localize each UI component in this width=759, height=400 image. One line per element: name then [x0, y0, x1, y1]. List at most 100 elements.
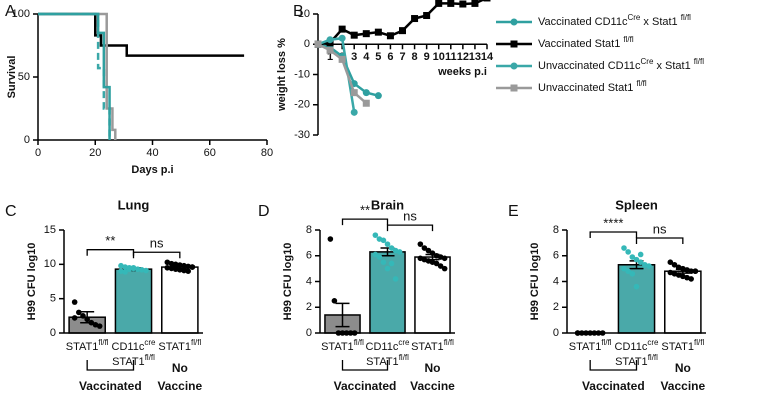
text-part: Unvaccinated Stat1: [538, 82, 636, 94]
text-part: Vaccinated Stat1: [538, 38, 623, 50]
data-point: [331, 298, 338, 304]
x-tick-label: STAT1fl/fl: [321, 338, 364, 353]
survival-line: [38, 12, 245, 57]
text-part: x Stat1: [653, 60, 693, 72]
legend-label: Vaccinated Stat1 fl/fl: [538, 35, 634, 50]
data-point: [181, 262, 187, 269]
x-tick-label: STAT1fl/fl: [411, 338, 454, 353]
text-part: STAT1: [158, 341, 191, 353]
superscript: fl/fl: [636, 79, 646, 88]
data-point: [122, 269, 128, 275]
y-tick-label: 0: [306, 327, 312, 339]
marker: [350, 108, 358, 116]
x-axis-label: weeks p.i: [437, 66, 487, 78]
y-tick-label: 4: [553, 275, 559, 287]
significance-label: ns: [653, 221, 667, 236]
data-point: [380, 237, 387, 244]
x-tick-label: STAT1fl/fl: [112, 353, 155, 368]
data-point: [417, 241, 424, 247]
data-point: [388, 260, 395, 267]
group-label: Vaccinated: [582, 379, 645, 393]
data-point: [625, 249, 631, 255]
chart-title: Spleen: [615, 197, 658, 212]
x-tick-label: 10: [433, 51, 445, 63]
text-part: STAT1: [66, 341, 99, 353]
superscript: fl/fl: [694, 57, 704, 66]
marker: [510, 84, 518, 92]
superscript: fl/fl: [601, 338, 611, 347]
panel-letter: E: [508, 203, 519, 220]
x-tick-label: 4: [363, 51, 370, 63]
marker: [326, 36, 334, 44]
significance-bracket: [86, 249, 135, 256]
chart-title: Lung: [118, 197, 150, 212]
data-point: [177, 262, 183, 268]
data-point: [372, 251, 379, 258]
data-point: [425, 247, 432, 254]
marker: [350, 89, 358, 97]
x-tick-label: 14: [481, 51, 494, 63]
data-point: [80, 313, 86, 319]
text-part: Vaccinated CD11c: [538, 16, 628, 28]
text-part: x Stat1: [640, 16, 680, 28]
y-tick-label: 100: [12, 8, 30, 20]
legend-label: Unvaccinated CD11cCre x Stat1 fl/fl: [538, 57, 704, 72]
y-tick-label: 4: [306, 275, 312, 287]
data-point: [629, 254, 636, 260]
group-bracket: [589, 360, 638, 371]
data-point: [688, 276, 694, 282]
y-axis-label: H99 CFU log10: [26, 243, 38, 321]
x-tick-label: 20: [89, 147, 101, 159]
group-bracket: [341, 360, 389, 371]
superscript: fl/fl: [648, 353, 658, 362]
x-tick-label: CD11ccre: [112, 338, 156, 353]
error-bar: [335, 302, 350, 328]
x-tick-label: 12: [457, 51, 469, 63]
data-point: [625, 268, 631, 275]
group-label: No: [172, 361, 188, 375]
significance-bracket: [635, 237, 684, 245]
data-point: [621, 245, 627, 251]
data-point: [172, 261, 179, 268]
x-tick-label: STAT1fl/fl: [661, 338, 704, 353]
data-point: [384, 241, 391, 247]
significance-label: **: [105, 233, 115, 248]
group-label: Vaccinated: [334, 379, 397, 393]
y-tick-label: 2: [306, 301, 312, 313]
group-label: No: [675, 361, 691, 375]
data-point: [168, 265, 175, 272]
y-tick-label: 0: [553, 327, 559, 339]
y-tick-label: 10: [44, 258, 56, 270]
data-point: [130, 264, 137, 271]
data-point: [164, 264, 171, 271]
data-point: [433, 260, 440, 267]
data-point: [118, 268, 124, 275]
group-label: Vaccine: [410, 379, 455, 393]
significance-bracket: [132, 251, 181, 259]
bar: [664, 270, 702, 334]
bar: [617, 264, 656, 334]
superscript: fl/fl: [444, 338, 454, 347]
data-point: [392, 276, 399, 282]
group-label: Vaccine: [660, 379, 705, 393]
y-tick-label: 8: [306, 224, 312, 236]
marker: [386, 32, 394, 40]
superscript: fl/fl: [681, 13, 691, 22]
x-tick-label: 60: [204, 147, 216, 159]
marker: [411, 15, 419, 23]
y-axis-label: weight loss %: [276, 38, 288, 112]
data-point: [76, 309, 82, 316]
marker: [338, 25, 346, 33]
data-point: [637, 259, 644, 265]
text-part: CD11c: [615, 341, 648, 353]
text-part: STAT1: [661, 341, 694, 353]
data-point: [671, 261, 678, 268]
significance-bracket: [386, 224, 434, 232]
text-part: STAT1: [112, 356, 145, 368]
text-part: STAT1: [366, 356, 399, 368]
marker: [362, 99, 370, 107]
x-tick-label: 6: [387, 51, 393, 63]
marker: [314, 40, 322, 48]
panel-letter: B: [293, 3, 304, 20]
